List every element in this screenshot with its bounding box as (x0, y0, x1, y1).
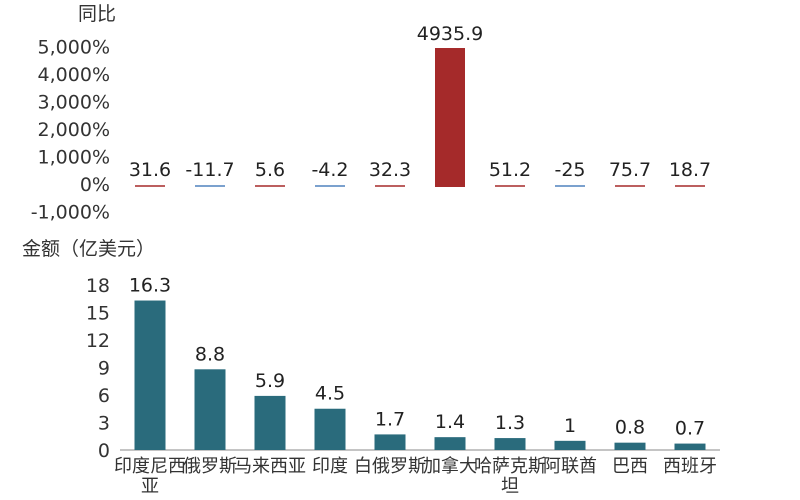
amount-data-label: 0.7 (675, 418, 705, 440)
yoy-bar-chart: 5,000% 4,000% 3,000% 2,000% 1,000% 0% -1,000% 3… (31, 23, 711, 224)
amount-data-label: 8.8 (195, 343, 225, 365)
y-tick-label: 0% (80, 174, 110, 196)
y-tick-label: 3,000% (38, 91, 110, 113)
x-category-label: 印度尼西亚 (114, 456, 186, 497)
amount-bar-chart: 18 15 12 9 6 3 0 16.3 8.8 5.9 4.5 1.7 1.4 1.3 1 0.8 0.7 印… (86, 275, 720, 497)
yoy-data-label: 5.6 (255, 159, 285, 181)
y-tick-label: 5,000% (38, 36, 110, 58)
yoy-bar (675, 185, 705, 187)
yoy-bar (375, 185, 405, 187)
yoy-data-label: 32.3 (369, 159, 411, 181)
amount-data-label: 0.8 (615, 417, 645, 439)
x-category-label: 阿联酋 (543, 456, 597, 477)
amount-bar (194, 369, 226, 450)
y-tick-label: 18 (86, 275, 110, 297)
yoy-bar (135, 185, 165, 187)
amount-bar (614, 442, 646, 450)
yoy-data-label: 31.6 (129, 159, 171, 181)
x-category-label: 印度 (312, 456, 348, 477)
amount-bar (554, 440, 586, 450)
y-tick-label: 1,000% (38, 146, 110, 168)
amount-data-label: 16.3 (129, 275, 171, 297)
yoy-data-label: -4.2 (311, 159, 348, 181)
x-category-label: 巴西 (612, 456, 648, 477)
amount-data-label: 1.7 (375, 408, 405, 430)
yoy-data-label: 4935.9 (417, 23, 483, 45)
x-category-label: 俄罗斯 (183, 456, 237, 477)
yoy-data-label: 18.7 (669, 159, 711, 181)
amount-bar (134, 300, 166, 450)
yoy-bar (195, 185, 225, 187)
yoy-bar (555, 185, 585, 187)
amount-bar (314, 408, 346, 450)
yoy-bar (315, 185, 345, 187)
y-tick-label: -1,000% (31, 202, 110, 224)
y-tick-label: 15 (86, 302, 110, 324)
amount-data-label: 1.4 (435, 411, 465, 433)
amount-bar (254, 395, 286, 450)
top-chart-title: 同比 (78, 3, 116, 25)
yoy-bar (255, 185, 285, 187)
amount-bar (674, 443, 706, 450)
yoy-bar (495, 185, 525, 187)
y-tick-label: 3 (98, 412, 110, 434)
y-tick-label: 4,000% (38, 64, 110, 86)
y-tick-label: 12 (86, 330, 110, 352)
yoy-data-label: 75.7 (609, 159, 651, 181)
y-tick-label: 0 (98, 440, 110, 462)
amount-bar (494, 438, 526, 450)
x-category-label: 白俄罗斯 (354, 456, 426, 477)
yoy-data-label: -11.7 (185, 159, 234, 181)
x-category-label: 西班牙 (663, 456, 717, 477)
amount-data-label: 1 (564, 415, 576, 437)
yoy-data-label: 51.2 (489, 159, 531, 181)
x-category-label: 哈萨克斯坦 (474, 456, 546, 497)
amount-bar (374, 434, 406, 450)
amount-data-label: 1.3 (495, 412, 525, 434)
x-category-label: 加拿大 (423, 455, 477, 477)
y-tick-label: 9 (98, 357, 110, 379)
yoy-bar (435, 48, 465, 187)
yoy-bar (615, 185, 645, 187)
amount-data-label: 4.5 (315, 383, 345, 405)
y-tick-label: 6 (98, 385, 110, 407)
amount-bar (434, 437, 466, 450)
x-category-label: 马来西亚 (234, 456, 306, 477)
y-tick-label: 2,000% (38, 119, 110, 141)
bottom-chart-title: 金额（亿美元） (22, 238, 155, 260)
amount-data-label: 5.9 (255, 370, 285, 392)
yoy-data-label: -25 (554, 159, 585, 181)
